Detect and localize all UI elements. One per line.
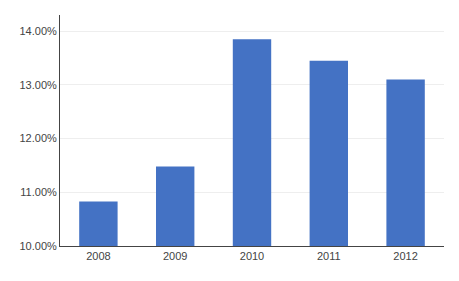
svg-text:2009: 2009: [163, 250, 187, 262]
svg-text:11.00%: 11.00%: [20, 186, 57, 198]
svg-text:2010: 2010: [240, 250, 264, 262]
svg-text:2012: 2012: [393, 250, 417, 262]
svg-text:12.00%: 12.00%: [19, 132, 57, 144]
svg-text:2008: 2008: [86, 250, 110, 262]
svg-text:14.00%: 14.00%: [19, 25, 57, 37]
svg-text:13.00%: 13.00%: [19, 79, 57, 91]
svg-text:2011: 2011: [317, 250, 341, 262]
svg-text:10.00%: 10.00%: [19, 240, 57, 252]
